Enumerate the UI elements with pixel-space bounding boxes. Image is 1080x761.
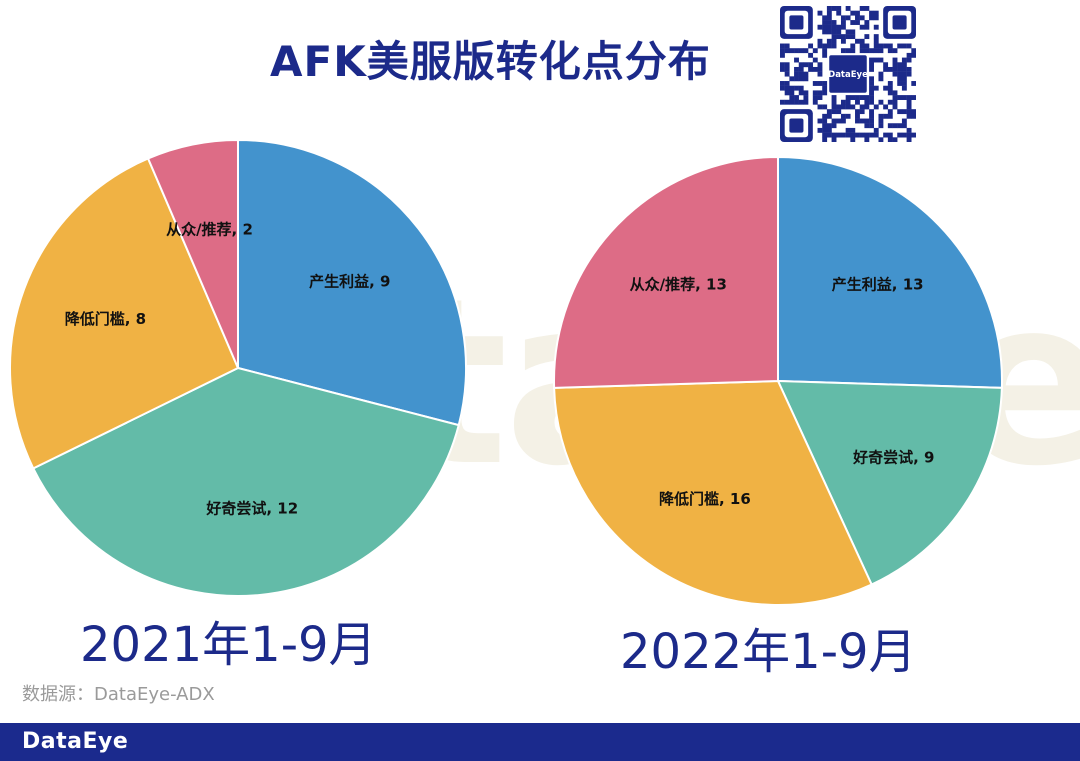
footer-bar: DataEye (0, 723, 1080, 761)
slice-label: 降低门槛, 8 (65, 310, 146, 328)
page-title: AFK美服版转化点分布 (270, 37, 711, 86)
pie-slice (553, 379, 873, 606)
qr-code: DataEye (780, 6, 916, 142)
pie-slice (146, 138, 239, 369)
pie-chart-2022: 产生利益, 13 好奇尝试, 9 降低门槛, 16 从众/推荐, 13 (553, 155, 1003, 606)
chart-title-2021: 2021年1-9月 (80, 617, 377, 673)
slice-label: 从众/推荐, 13 (630, 275, 727, 293)
chart-title-2022: 2022年1-9月 (620, 624, 917, 680)
pie-slice (237, 138, 467, 427)
pie-slice (777, 155, 1003, 389)
pie-chart-2021: 产生利益, 9 好奇尝试, 12 降低门槛, 8 从众/推荐, 2 (9, 138, 467, 597)
slice-label: 产生利益, 9 (309, 273, 390, 291)
pie-slice (776, 379, 1003, 586)
slice-label: 产生利益, 13 (832, 275, 924, 293)
slice-label: 从众/推荐, 2 (166, 221, 253, 239)
slice-label: 降低门槛, 16 (659, 490, 751, 508)
svg-text:DataEye: DataEye (828, 70, 868, 80)
slice-label: 好奇尝试, 9 (852, 449, 934, 467)
slice-label: 好奇尝试, 12 (205, 500, 298, 518)
pie-slice (31, 366, 460, 597)
source-note: 数据源：DataEye-ADX (22, 684, 215, 705)
footer-logo: DataEye (22, 729, 129, 754)
pie-slice (553, 155, 779, 389)
